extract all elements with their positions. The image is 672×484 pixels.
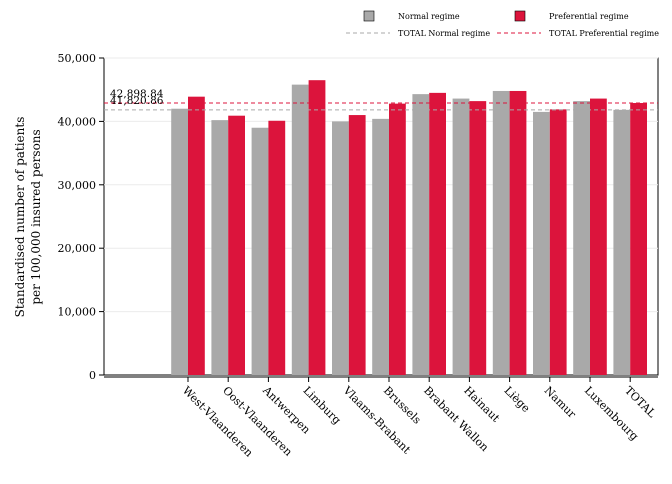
bar-preferential	[188, 96, 205, 375]
bar-normal	[573, 101, 590, 375]
bar-normal	[452, 98, 470, 376]
legend-label-total-preferential: TOTAL Preferential regime	[549, 29, 659, 38]
y-tick-label: 40,000	[58, 115, 97, 128]
bar-normal	[171, 108, 188, 375]
bar-normal	[533, 111, 550, 375]
x-tick-label: TOTAL	[622, 384, 659, 421]
x-tick-label: Hainaut	[461, 384, 502, 425]
bar-normal	[492, 90, 510, 375]
bar-preferential	[308, 80, 326, 375]
y-axis-title-line-2: per 100,000 insured persons	[29, 129, 43, 304]
bar-normal	[412, 94, 430, 375]
legend-label-preferential: Preferential regime	[549, 12, 629, 21]
bar-preferential	[549, 109, 567, 375]
bar-preferential	[509, 90, 527, 375]
legend-label-normal: Normal regime	[398, 12, 460, 21]
x-tick-label: West-Vlaanderen	[180, 384, 256, 460]
bar-preferential	[630, 103, 647, 375]
x-tick-label: Liège	[501, 384, 532, 415]
y-tick-label: 30,000	[58, 179, 97, 192]
bar-normal	[372, 118, 389, 375]
legend-marker-normal	[363, 10, 375, 22]
x-tick-label: Oost-Vlaanderen	[220, 384, 295, 459]
legend-label-total-normal: TOTAL Normal regime	[398, 29, 490, 38]
y-tick-label: 20,000	[58, 242, 97, 255]
bar-normal	[291, 84, 309, 376]
y-tick-label: 10,000	[58, 306, 97, 319]
bar-normal	[251, 127, 269, 376]
bar-preferential	[429, 92, 446, 376]
bar-preferential	[268, 120, 286, 376]
y-tick-label: 0	[89, 369, 96, 382]
reference-label: 41,820.86	[110, 95, 164, 107]
legend-marker-preferential	[514, 10, 526, 22]
reference-label: 42,898.84	[110, 88, 164, 100]
bar-preferential	[469, 101, 487, 375]
bar-normal	[211, 120, 229, 376]
bar-normal	[332, 121, 349, 376]
x-tick-label: Vlaams-Brabant	[340, 383, 414, 457]
bar-preferential	[389, 103, 406, 375]
x-tick-label: Namur	[542, 384, 579, 421]
y-axis-title-line-1: Standardised number of patients	[13, 117, 27, 318]
bar-preferential	[348, 115, 366, 375]
bar-preferential	[228, 115, 245, 375]
bar-normal	[613, 109, 631, 376]
bar-preferential	[590, 98, 607, 376]
y-tick-label: 50,000	[58, 52, 97, 65]
